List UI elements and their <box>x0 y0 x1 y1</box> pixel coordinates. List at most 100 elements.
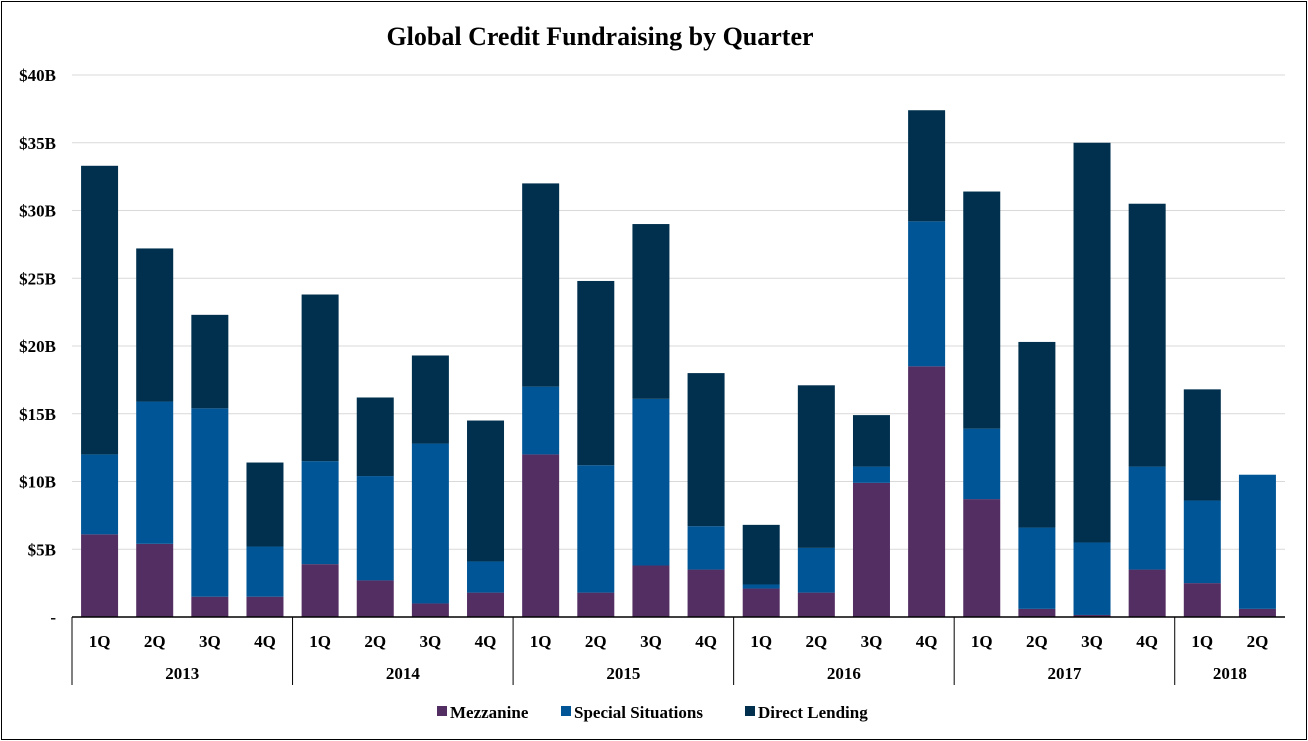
year-label: 2013 <box>165 664 199 683</box>
bar-segment-direct-lending <box>742 524 780 585</box>
bar-segment-special-situations <box>908 221 946 367</box>
bar-segment-direct-lending <box>908 110 946 222</box>
bar-segment-direct-lending <box>411 355 449 444</box>
quarter-label: 2Q <box>364 632 386 651</box>
bar-segment-mezzanine <box>246 596 284 617</box>
quarter-label: 3Q <box>420 632 442 651</box>
bar-segment-mezzanine <box>908 366 946 617</box>
bar-segment-direct-lending <box>1128 203 1166 467</box>
quarter-label: 4Q <box>916 632 938 651</box>
legend-swatch <box>745 706 755 716</box>
bar-segment-mezzanine <box>577 592 615 617</box>
quarter-label: 4Q <box>254 632 276 651</box>
bar-segment-mezzanine <box>411 603 449 617</box>
bar-segment-direct-lending <box>522 183 560 387</box>
bar-segment-direct-lending <box>797 385 835 548</box>
y-tick-label: $25B <box>19 269 56 288</box>
year-label: 2017 <box>1047 664 1082 683</box>
quarter-label: 2Q <box>585 632 607 651</box>
y-tick-label: $10B <box>19 473 56 492</box>
legend-swatch <box>561 706 571 716</box>
quarter-label: 1Q <box>1191 632 1213 651</box>
bar-segment-special-situations <box>797 547 835 593</box>
bar-segment-mezzanine <box>301 564 339 617</box>
bar-segment-direct-lending <box>852 415 890 467</box>
legend-item: Mezzanine <box>437 703 529 722</box>
bar-segment-special-situations <box>632 398 670 566</box>
quarter-label: 1Q <box>971 632 993 651</box>
y-tick-label: $5B <box>28 540 56 559</box>
y-tick-label: $20B <box>19 337 56 356</box>
quarter-label: 2Q <box>144 632 166 651</box>
bar-segment-mezzanine <box>1073 614 1111 617</box>
bar-segment-special-situations <box>742 584 780 589</box>
bar-segment-mezzanine <box>1183 583 1221 617</box>
quarter-label: 4Q <box>475 632 497 651</box>
chart-title: Global Credit Fundraising by Quarter <box>386 22 813 51</box>
quarter-label: 2Q <box>805 632 827 651</box>
bar-segment-special-situations <box>191 408 229 597</box>
quarter-label: 2Q <box>1026 632 1048 651</box>
bar-segment-special-situations <box>467 561 505 593</box>
bar-segment-special-situations <box>1018 527 1056 609</box>
bar-segment-special-situations <box>1238 474 1276 609</box>
bar-segment-mezzanine <box>632 565 670 617</box>
year-label: 2018 <box>1213 664 1247 683</box>
bar-segment-special-situations <box>963 428 1001 500</box>
bar-segment-special-situations <box>301 461 339 565</box>
y-tick-label: $15B <box>19 405 56 424</box>
bar-segment-direct-lending <box>1018 341 1056 528</box>
bar-segment-mezzanine <box>852 482 890 617</box>
y-axis: - $5B $10B $15B $20B $25B $30B $35B $40B <box>19 66 56 627</box>
bar-segment-special-situations <box>246 546 284 597</box>
bar-segment-direct-lending <box>577 280 615 466</box>
quarter-label: 1Q <box>309 632 331 651</box>
y-tick-label: $40B <box>19 66 56 85</box>
bar-segment-mezzanine <box>522 454 560 617</box>
y-tick-label: $35B <box>19 134 56 153</box>
bar-segment-mezzanine <box>1018 608 1056 617</box>
bar-segment-special-situations <box>411 443 449 604</box>
y-tick-label: - <box>50 608 56 627</box>
year-label: 2016 <box>827 664 861 683</box>
legend-label: Direct Lending <box>758 703 868 722</box>
bar-segment-mezzanine <box>1238 608 1276 617</box>
bar-segment-special-situations <box>852 466 890 483</box>
legend-item: Direct Lending <box>745 703 868 722</box>
quarter-label: 1Q <box>750 632 772 651</box>
bar-segment-special-situations <box>1128 466 1166 570</box>
bar-segment-direct-lending <box>81 165 119 455</box>
bar-segment-special-situations <box>356 476 394 581</box>
legend-label: Special Situations <box>574 703 703 722</box>
x-axis: 1Q 2Q 3Q 4Q 2013 1Q 2Q 3Q 4Q 2014 1Q 2Q 3Q 4Q 2015 1Q 2Q… <box>71 616 1285 685</box>
quarter-label: 3Q <box>861 632 883 651</box>
quarter-label: 3Q <box>1081 632 1103 651</box>
bar-segment-special-situations <box>687 526 725 570</box>
quarter-label: 1Q <box>89 632 111 651</box>
bar-segment-special-situations <box>1073 542 1111 615</box>
y-tick-label: $30B <box>19 202 56 221</box>
bar-segment-special-situations <box>136 401 174 544</box>
bar-segment-mezzanine <box>467 592 505 617</box>
bar-segment-direct-lending <box>687 373 725 527</box>
quarter-label: 2Q <box>1247 632 1269 651</box>
bars <box>81 110 1276 617</box>
year-label: 2015 <box>606 664 640 683</box>
year-label: 2014 <box>386 664 421 683</box>
bar-segment-direct-lending <box>136 248 174 402</box>
quarter-label: 4Q <box>695 632 717 651</box>
bar-segment-special-situations <box>81 454 119 535</box>
legend-swatch <box>437 706 447 716</box>
bar-segment-mezzanine <box>191 596 229 617</box>
bar-segment-mezzanine <box>136 543 174 617</box>
bar-segment-mezzanine <box>687 569 725 617</box>
bar-segment-special-situations <box>577 465 615 593</box>
bar-segment-mezzanine <box>742 588 780 617</box>
bar-segment-mezzanine <box>356 580 394 617</box>
bar-segment-mezzanine <box>1128 569 1166 617</box>
bar-segment-special-situations <box>522 386 560 455</box>
quarter-label: 1Q <box>530 632 552 651</box>
bar-segment-direct-lending <box>1073 142 1111 543</box>
